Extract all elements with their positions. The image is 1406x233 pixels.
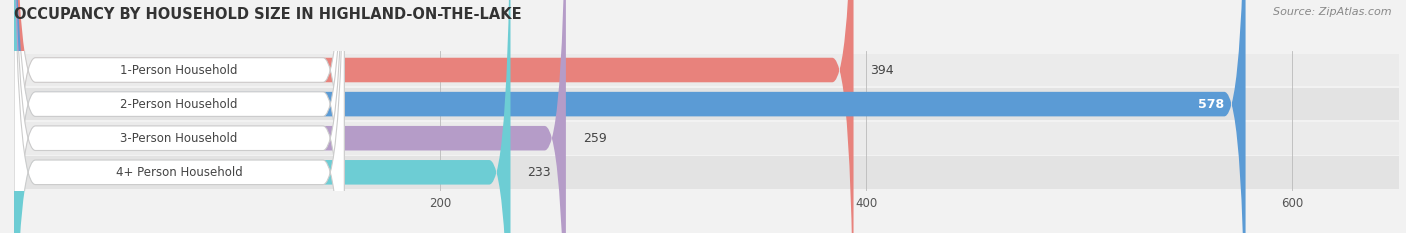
FancyBboxPatch shape — [14, 88, 1399, 120]
Text: 233: 233 — [527, 166, 551, 179]
Text: Source: ZipAtlas.com: Source: ZipAtlas.com — [1274, 7, 1392, 17]
Text: 4+ Person Household: 4+ Person Household — [115, 166, 243, 179]
FancyBboxPatch shape — [14, 0, 344, 233]
FancyBboxPatch shape — [14, 0, 853, 233]
Text: 259: 259 — [583, 132, 606, 145]
Text: 3-Person Household: 3-Person Household — [121, 132, 238, 145]
FancyBboxPatch shape — [14, 0, 344, 233]
FancyBboxPatch shape — [14, 156, 1399, 189]
Text: OCCUPANCY BY HOUSEHOLD SIZE IN HIGHLAND-ON-THE-LAKE: OCCUPANCY BY HOUSEHOLD SIZE IN HIGHLAND-… — [14, 7, 522, 22]
FancyBboxPatch shape — [14, 0, 344, 233]
FancyBboxPatch shape — [14, 0, 565, 233]
Text: 394: 394 — [870, 64, 894, 76]
FancyBboxPatch shape — [14, 54, 1399, 86]
FancyBboxPatch shape — [14, 122, 1399, 154]
FancyBboxPatch shape — [14, 0, 510, 233]
FancyBboxPatch shape — [14, 0, 344, 233]
FancyBboxPatch shape — [14, 0, 1246, 233]
Text: 1-Person Household: 1-Person Household — [121, 64, 238, 76]
Text: 578: 578 — [1198, 98, 1225, 111]
Text: 2-Person Household: 2-Person Household — [121, 98, 238, 111]
